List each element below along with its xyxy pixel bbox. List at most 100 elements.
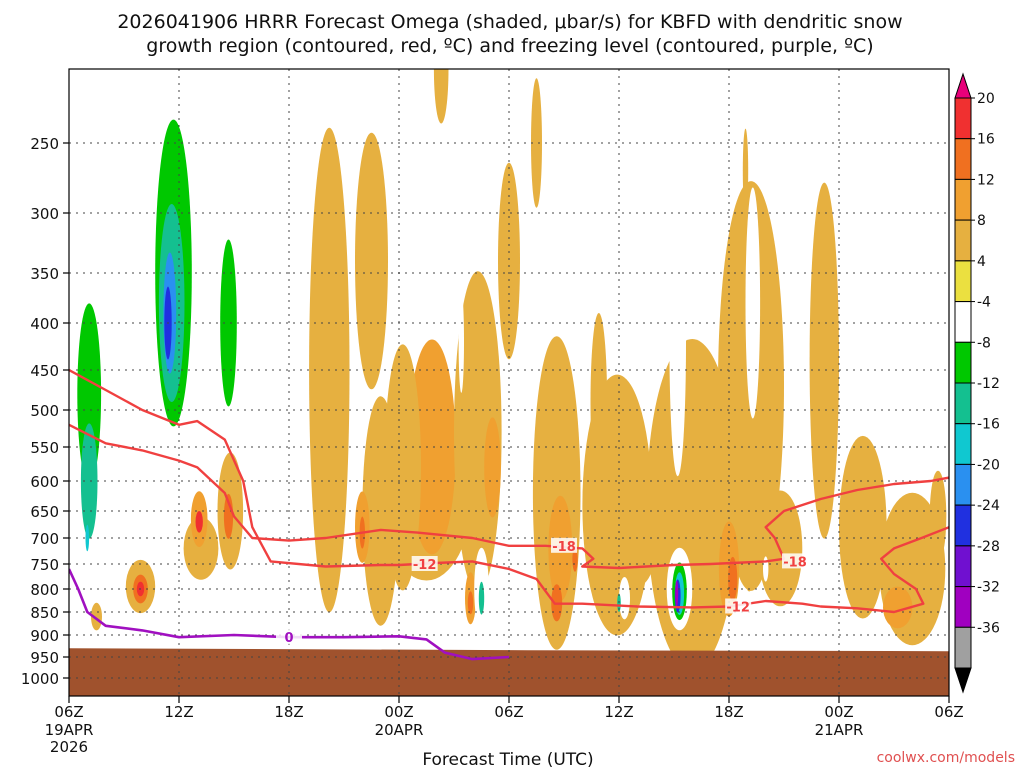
colorbar-box: [954, 586, 972, 628]
x-tick-label: 12Z: [164, 703, 193, 721]
y-tick-label: 300: [30, 205, 59, 223]
colorbar-label: -16: [977, 417, 1000, 433]
x-tick-label: 00Z: [384, 703, 413, 721]
colorbar-box: [954, 341, 972, 384]
colorbar-box: [954, 382, 972, 425]
colorbar-box: [954, 626, 972, 669]
colorbar-label: -8: [977, 335, 991, 351]
omega-region: [484, 417, 501, 518]
colorbar-label: -20: [977, 457, 1000, 473]
y-tick-label: 750: [30, 556, 59, 574]
omega-region: [498, 162, 520, 360]
y-tick-label: 400: [30, 315, 59, 333]
omega-region: [675, 580, 679, 607]
colorbar-label: 4: [977, 254, 986, 270]
omega-region: [195, 511, 203, 533]
omega-region: [590, 313, 608, 491]
y-tick-label: 900: [30, 627, 59, 645]
omega-region: [85, 524, 90, 552]
dgz-contour-label-text: -18: [552, 540, 576, 555]
dgz-contour-label: -18: [782, 553, 808, 570]
colorbar-box: [954, 219, 972, 262]
omega-region: [276, 579, 280, 599]
x-tick-label: 18Z: [274, 703, 303, 721]
x-tick-label: 06Z: [494, 703, 523, 721]
omega-region: [809, 182, 839, 539]
y-tick-label: 1000: [21, 670, 59, 688]
colorbar-box: [954, 301, 972, 343]
colorbar-label: -24: [977, 498, 1000, 514]
dgz-contour-label-text: -12: [413, 558, 437, 573]
omega-region: [619, 577, 630, 620]
omega-region: [433, 69, 449, 124]
dgz-contour: [69, 423, 949, 570]
omega-region: [763, 556, 769, 582]
colorbar-box: [954, 97, 972, 140]
colorbar-label: 8: [977, 213, 986, 229]
chart-title-line1: 2026041906 HRRR Forecast Omega (shaded, …: [117, 11, 902, 33]
y-tick-label: 450: [30, 362, 59, 380]
omega-region: [744, 556, 754, 592]
freezing-level-label-text: 0: [284, 631, 293, 646]
dgz-contour-label-text: -18: [783, 555, 807, 570]
x-tick-label: 12Z: [604, 703, 633, 721]
y-tick-label: 350: [30, 265, 59, 283]
x-date-label: 20APR: [375, 721, 424, 739]
colorbar-label: 20: [977, 91, 995, 107]
omega-region: [220, 239, 237, 407]
colorbar-top-triangle: [954, 72, 972, 99]
omega-region: [883, 586, 913, 629]
dgz-contour: [69, 368, 949, 614]
omega-region: [355, 132, 388, 390]
omega-region: [91, 602, 102, 631]
y-tick-label: 700: [30, 530, 59, 548]
y-tick-label: 650: [30, 503, 59, 521]
colorbar: 20 16 12 8 4 -4 -8 -12 -16 -20 -24 -28 -32 -36: [954, 72, 1000, 694]
x-tick-label: 06Z: [54, 703, 83, 721]
y-tick-label: 600: [30, 473, 59, 491]
colorbar-label: -28: [977, 539, 1000, 555]
colorbar-label: 16: [977, 132, 995, 148]
y-axis-ticks: 250 300 350 400 450 500 550 600 650 700 750 800 850 9…: [21, 135, 69, 688]
colorbar-box: [954, 463, 972, 506]
x-axis-ticks: 06Z 12Z 18Z 00Z 06Z 12Z 18Z 00Z 06Z19APR202620AP…: [45, 696, 964, 756]
x-tick-label: 18Z: [714, 703, 743, 721]
omega-region: [873, 301, 879, 402]
omega-region: [745, 187, 761, 419]
colorbar-box: [954, 138, 972, 180]
y-tick-label: 500: [30, 402, 59, 420]
omega-region: [669, 207, 686, 477]
y-tick-label: 550: [30, 439, 59, 457]
omega-region: [521, 273, 527, 333]
chart-title-line2: growth region (contoured, red, ºC) and f…: [146, 35, 873, 57]
x-tick-label: 06Z: [934, 703, 963, 721]
omega-region: [929, 470, 947, 563]
colorbar-label: -12: [977, 376, 1000, 392]
omega-shading: [76, 69, 947, 671]
dgz-contour-label: -18: [551, 537, 577, 555]
omega-region: [728, 556, 738, 602]
y-tick-label: 250: [30, 135, 59, 153]
x-axis-label: Forecast Time (UTC): [422, 750, 593, 768]
omega-region: [384, 344, 422, 591]
x-tick-label: 00Z: [824, 703, 853, 721]
omega-region: [742, 128, 749, 214]
credit-text: coolwx.com/models: [877, 750, 1015, 766]
x-date-label: 2026: [50, 738, 88, 756]
y-tick-label: 950: [30, 649, 59, 667]
colorbar-box: [954, 545, 972, 588]
dgz-contour-label: -12: [725, 598, 752, 615]
colorbar-box: [954, 178, 972, 221]
colorbar-label: 12: [977, 172, 995, 188]
dgz-contour-label-text: -12: [726, 600, 750, 615]
x-date-label: 19APR: [45, 721, 94, 739]
omega-region: [844, 299, 852, 384]
omega-region: [478, 581, 485, 615]
omega-region: [623, 229, 629, 317]
x-date-label: 21APR: [815, 721, 864, 739]
omega-region: [799, 277, 805, 407]
omega-region: [839, 435, 887, 619]
colorbar-label: -36: [977, 620, 1000, 636]
freezing-level-contour: [69, 568, 510, 661]
